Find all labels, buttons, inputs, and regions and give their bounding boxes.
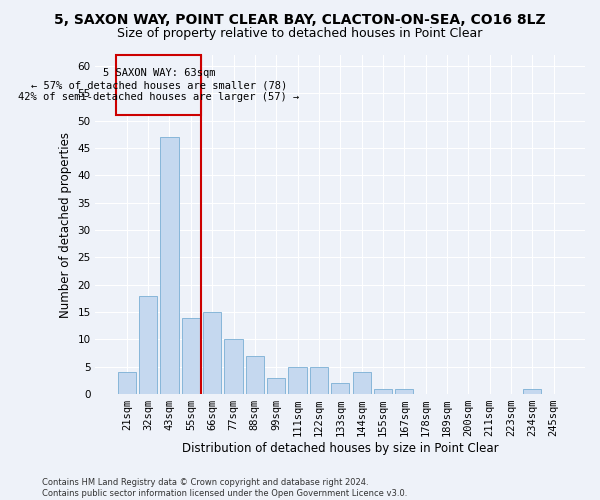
Bar bbox=[523, 388, 541, 394]
Bar bbox=[267, 378, 285, 394]
Bar bbox=[182, 318, 200, 394]
Bar bbox=[331, 383, 349, 394]
Bar bbox=[160, 137, 179, 394]
Bar bbox=[395, 388, 413, 394]
Bar bbox=[374, 388, 392, 394]
X-axis label: Distribution of detached houses by size in Point Clear: Distribution of detached houses by size … bbox=[182, 442, 499, 455]
Text: Contains HM Land Registry data © Crown copyright and database right 2024.
Contai: Contains HM Land Registry data © Crown c… bbox=[42, 478, 407, 498]
Bar bbox=[310, 366, 328, 394]
Bar bbox=[289, 366, 307, 394]
Text: Size of property relative to detached houses in Point Clear: Size of property relative to detached ho… bbox=[118, 28, 482, 40]
Bar bbox=[203, 312, 221, 394]
Bar bbox=[224, 340, 242, 394]
Bar bbox=[118, 372, 136, 394]
Y-axis label: Number of detached properties: Number of detached properties bbox=[59, 132, 72, 318]
Bar bbox=[353, 372, 371, 394]
Text: 5, SAXON WAY, POINT CLEAR BAY, CLACTON-ON-SEA, CO16 8LZ: 5, SAXON WAY, POINT CLEAR BAY, CLACTON-O… bbox=[54, 12, 546, 26]
FancyBboxPatch shape bbox=[116, 55, 202, 115]
Bar bbox=[139, 296, 157, 394]
Text: 5 SAXON WAY: 63sqm
← 57% of detached houses are smaller (78)
42% of semi-detache: 5 SAXON WAY: 63sqm ← 57% of detached hou… bbox=[18, 68, 299, 102]
Bar bbox=[246, 356, 264, 394]
